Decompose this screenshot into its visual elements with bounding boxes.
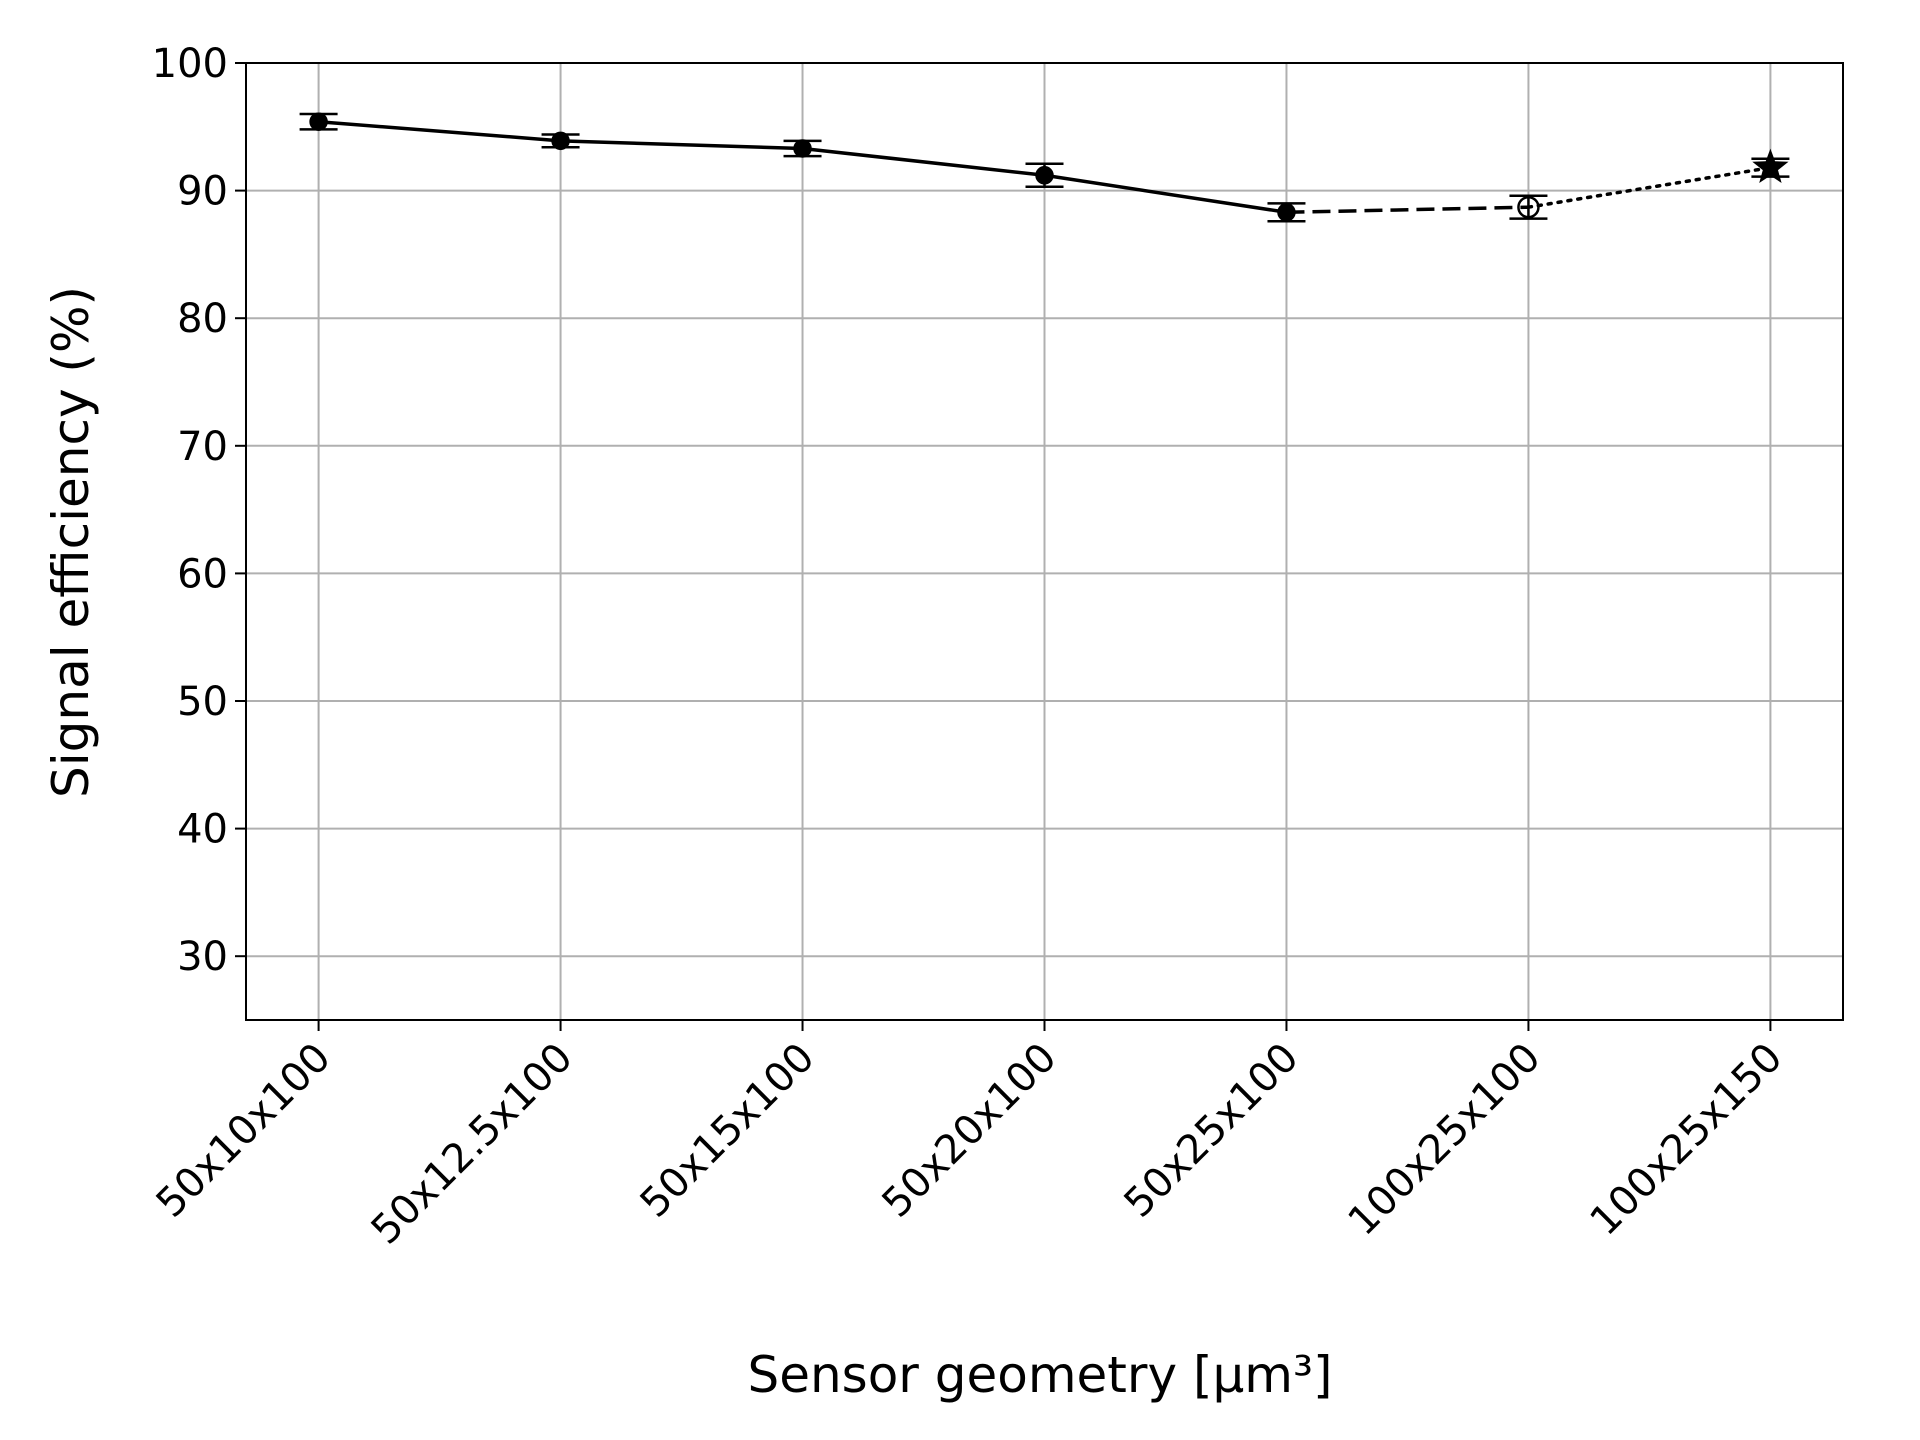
- y-tick-label: 40: [177, 807, 228, 853]
- marker: [1517, 195, 1540, 219]
- line-segment: [1526, 165, 1773, 209]
- line-segment: [1044, 173, 1287, 215]
- marker: [551, 131, 570, 151]
- line-segment: [560, 139, 803, 151]
- x-axis-label: Sensor geometry [μm³]: [747, 1346, 1332, 1404]
- line-segment: [802, 146, 1045, 178]
- marker: [1035, 166, 1054, 185]
- marker: [309, 112, 328, 131]
- y-tick-label: 30: [177, 934, 228, 980]
- y-tick-label: 50: [177, 679, 228, 725]
- line-segment: [1286, 205, 1529, 215]
- line-segment: [318, 119, 561, 143]
- marker: [1752, 148, 1789, 183]
- y-tick-label: 70: [177, 424, 228, 470]
- marker: [793, 139, 812, 158]
- y-axis-label: Signal efficiency (%): [42, 286, 100, 798]
- marker: [1277, 203, 1296, 222]
- plot-frame: [245, 62, 1844, 1021]
- y-tick-label: 60: [177, 551, 228, 597]
- y-tick-label: 80: [177, 296, 228, 342]
- y-tick-label: 100: [152, 41, 228, 87]
- y-tick-label: 90: [177, 169, 228, 215]
